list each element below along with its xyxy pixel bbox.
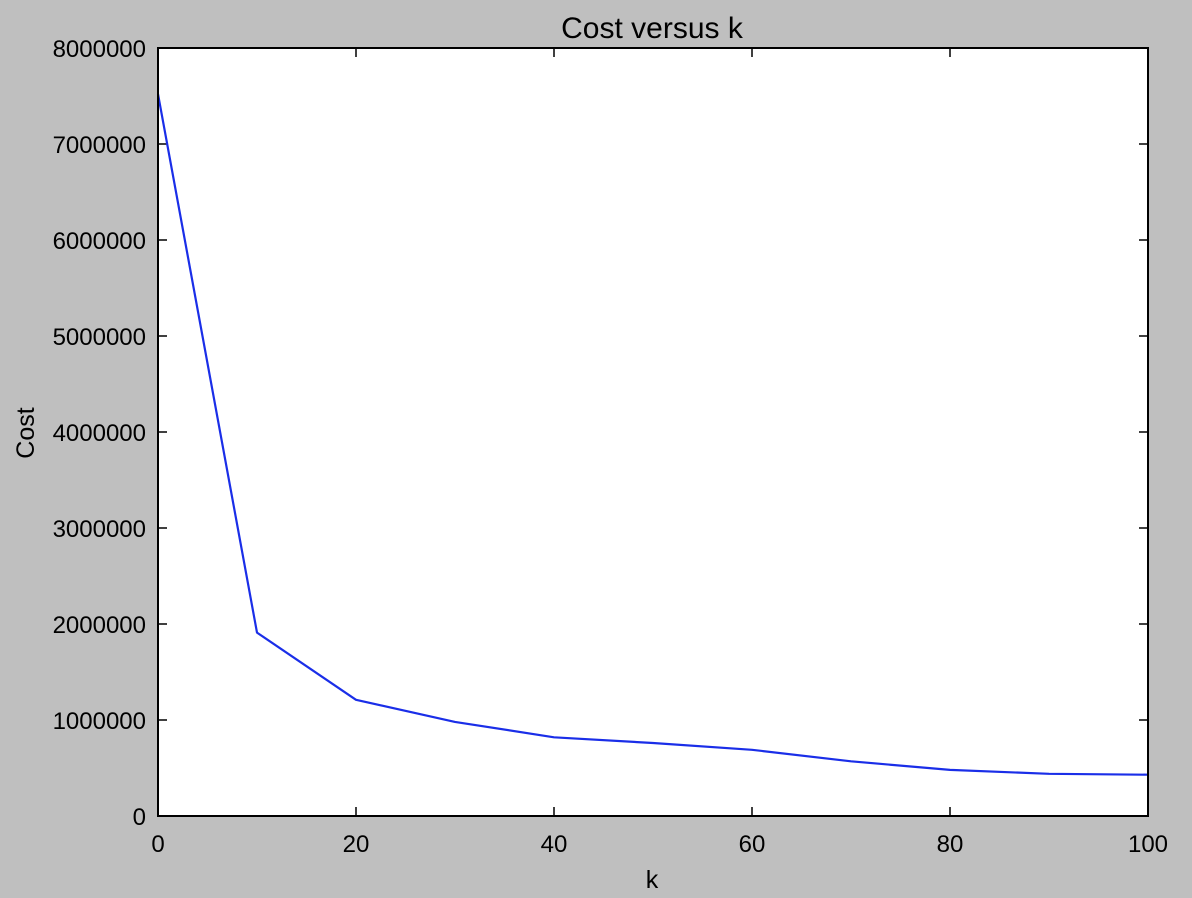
y-tick-label: 4000000 bbox=[53, 420, 146, 447]
series-layer bbox=[156, 93, 1149, 776]
y-tick-label: 6000000 bbox=[53, 228, 146, 255]
x-tick-label: 80 bbox=[937, 831, 964, 858]
tick-labels-layer: 0 20 40 60 80 100 0 1000000 2000000 3000000 400000… bbox=[53, 36, 1168, 858]
x-tick-label: 60 bbox=[739, 831, 766, 858]
y-axis-label: Cost bbox=[12, 407, 40, 458]
x-tick-label: 20 bbox=[343, 831, 370, 858]
y-tick-label: 5000000 bbox=[53, 324, 146, 351]
y-tick-label: 7000000 bbox=[53, 132, 146, 159]
series-line bbox=[156, 93, 1149, 776]
plot-area bbox=[158, 48, 1148, 816]
x-tick-label: 0 bbox=[151, 831, 164, 858]
y-tick-label: 2000000 bbox=[53, 612, 146, 639]
chart-title: Cost versus k bbox=[561, 12, 744, 45]
x-tick-label: 100 bbox=[1128, 831, 1168, 858]
y-tick-label: 1000000 bbox=[53, 708, 146, 735]
y-tick-label: 0 bbox=[133, 804, 146, 831]
y-tick-label: 3000000 bbox=[53, 516, 146, 543]
x-tick-label: 40 bbox=[541, 831, 568, 858]
x-axis-label: k bbox=[646, 866, 659, 894]
plot-frame bbox=[157, 47, 1149, 817]
y-tick-label: 8000000 bbox=[53, 36, 146, 63]
